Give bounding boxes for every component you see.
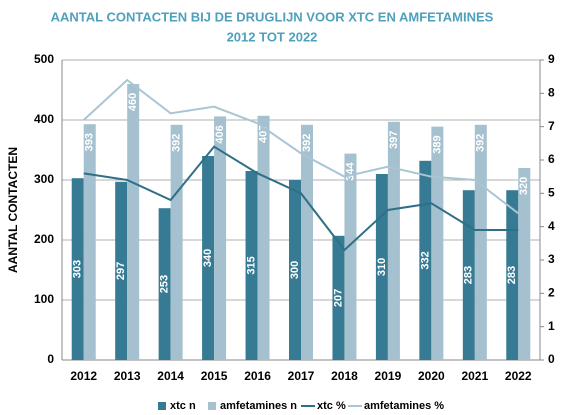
bar bbox=[214, 116, 227, 361]
value-label: 332 bbox=[419, 251, 431, 269]
bar bbox=[127, 84, 140, 360]
legend-label: amfetamines n bbox=[220, 400, 297, 412]
x-tick-label: 2015 bbox=[201, 369, 228, 383]
value-label: 393 bbox=[84, 133, 96, 151]
legend-swatch bbox=[208, 402, 216, 410]
value-label: 320 bbox=[518, 177, 530, 195]
x-tick-label: 2021 bbox=[461, 369, 488, 383]
bar bbox=[462, 190, 475, 360]
value-label: 300 bbox=[289, 261, 301, 279]
y-tick-label: 0 bbox=[47, 352, 54, 366]
value-label: 460 bbox=[127, 93, 139, 111]
legend-label: amfetamines % bbox=[364, 400, 444, 412]
bar bbox=[518, 168, 531, 360]
value-label: 344 bbox=[344, 162, 356, 181]
chart-subtitle: 2012 TOT 2022 bbox=[227, 29, 318, 44]
x-tick-label: 2014 bbox=[157, 369, 184, 383]
bar bbox=[83, 124, 96, 360]
bar bbox=[431, 126, 444, 360]
legend-label: xtc n bbox=[170, 400, 196, 412]
value-label: 283 bbox=[506, 266, 518, 284]
y2-tick-label: 9 bbox=[548, 52, 555, 66]
y-tick-label: 100 bbox=[34, 292, 54, 306]
line bbox=[83, 145, 519, 252]
x-tick-label: 2016 bbox=[244, 369, 271, 383]
x-tick-label: 2022 bbox=[505, 369, 532, 383]
bar bbox=[375, 174, 388, 360]
y2-tick-label: 8 bbox=[548, 86, 555, 100]
bar bbox=[257, 115, 270, 360]
value-label: 253 bbox=[159, 275, 171, 293]
y-tick-label: 500 bbox=[34, 52, 54, 66]
y-tick-label: 300 bbox=[34, 172, 54, 186]
y-tick-label: 200 bbox=[34, 232, 54, 246]
value-label: 340 bbox=[202, 249, 214, 267]
value-label: 303 bbox=[72, 260, 84, 278]
bar bbox=[419, 160, 432, 360]
y2-tick-label: 4 bbox=[548, 219, 555, 233]
x-tick-label: 2012 bbox=[70, 369, 97, 383]
bar bbox=[71, 178, 84, 360]
bar bbox=[158, 208, 171, 360]
value-label: 315 bbox=[245, 256, 257, 274]
bar bbox=[301, 124, 313, 360]
value-label: 397 bbox=[388, 131, 400, 149]
x-tick-label: 2017 bbox=[288, 369, 315, 383]
legend-swatch bbox=[158, 402, 166, 410]
x-tick-label: 2018 bbox=[331, 369, 358, 383]
value-label: 207 bbox=[332, 289, 344, 307]
y-tick-label: 400 bbox=[34, 112, 54, 126]
bar bbox=[332, 235, 345, 360]
value-label: 392 bbox=[171, 134, 183, 152]
bar bbox=[170, 124, 183, 360]
y2-tick-label: 0 bbox=[548, 352, 555, 366]
y2-tick-label: 3 bbox=[548, 252, 555, 266]
value-label: 389 bbox=[431, 135, 443, 153]
bar bbox=[115, 181, 128, 360]
x-tick-label: 2013 bbox=[114, 369, 141, 383]
value-label: 392 bbox=[301, 134, 313, 152]
y2-tick-label: 6 bbox=[548, 152, 555, 166]
value-label: 297 bbox=[115, 262, 127, 280]
x-tick-label: 2020 bbox=[418, 369, 445, 383]
value-label: 310 bbox=[376, 258, 388, 276]
legend-label: xtc % bbox=[317, 400, 346, 412]
value-label: 283 bbox=[463, 266, 475, 284]
y-axis-label: AANTAL CONTACTEN bbox=[6, 147, 20, 273]
y2-tick-label: 5 bbox=[548, 186, 555, 200]
bar bbox=[245, 171, 258, 360]
value-label: 406 bbox=[214, 125, 226, 143]
bar bbox=[387, 121, 400, 360]
bar bbox=[289, 180, 301, 360]
bar bbox=[474, 124, 487, 360]
value-label: 392 bbox=[475, 134, 487, 152]
bar bbox=[506, 190, 519, 360]
bar bbox=[202, 156, 215, 360]
chart-title: AANTAL CONTACTEN BIJ DE DRUGLIJN VOOR XT… bbox=[51, 9, 494, 24]
y2-tick-label: 7 bbox=[548, 119, 555, 133]
y2-tick-label: 1 bbox=[548, 319, 555, 333]
bar bbox=[344, 153, 357, 360]
y2-tick-label: 2 bbox=[548, 286, 555, 300]
line bbox=[83, 78, 519, 215]
x-tick-label: 2019 bbox=[375, 369, 402, 383]
